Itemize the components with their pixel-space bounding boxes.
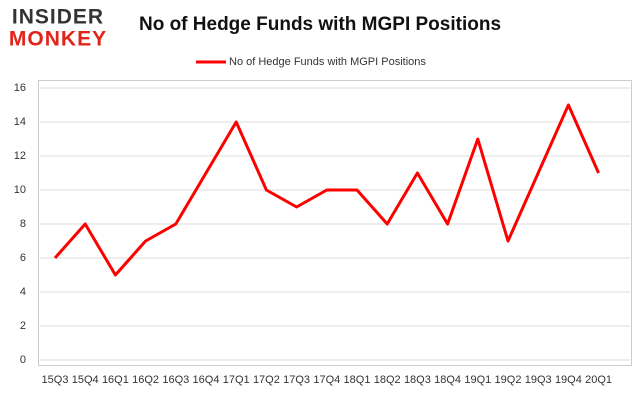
y-tick-label: 10: [14, 184, 26, 196]
logo-line2: MONKEY: [9, 28, 107, 51]
y-tick-label: 6: [20, 252, 26, 264]
y-tick-label: 14: [14, 116, 26, 128]
y-tick-label: 4: [20, 286, 26, 298]
x-tick-label: 19Q1: [464, 374, 491, 386]
x-tick-label: 18Q4: [434, 374, 461, 386]
y-tick-label: 2: [20, 320, 26, 332]
data-line: [53, 103, 600, 277]
x-tick-label: 15Q4: [72, 374, 99, 386]
x-tick-label: 17Q4: [313, 374, 340, 386]
y-tick-label: 8: [20, 218, 26, 230]
chart-title: No of Hedge Funds with MGPI Positions: [139, 14, 501, 35]
x-tick-label: 17Q2: [253, 374, 280, 386]
x-tick-label: 19Q2: [495, 374, 522, 386]
x-tick-label: 20Q1: [585, 374, 612, 386]
x-tick-label: 16Q4: [193, 374, 220, 386]
y-tick-label: 0: [20, 354, 26, 366]
x-tick-label: 17Q3: [283, 374, 310, 386]
x-tick-label: 18Q3: [404, 374, 431, 386]
plot-frame: [38, 80, 632, 366]
x-tick-label: 16Q3: [162, 374, 189, 386]
legend-label: No of Hedge Funds with MGPI Positions: [229, 56, 426, 68]
x-tick-label: 18Q1: [344, 374, 371, 386]
x-tick-label: 17Q1: [223, 374, 250, 386]
y-tick-label: 16: [14, 82, 26, 94]
x-tick-label: 19Q4: [555, 374, 582, 386]
x-tick-label: 15Q3: [42, 374, 69, 386]
x-tick-label: 18Q2: [374, 374, 401, 386]
x-tick-label: 19Q3: [525, 374, 552, 386]
logo-line1: INSIDER: [12, 6, 104, 29]
y-tick-label: 12: [14, 150, 26, 162]
x-tick-label: 16Q1: [102, 374, 129, 386]
x-tick-label: 16Q2: [132, 374, 159, 386]
